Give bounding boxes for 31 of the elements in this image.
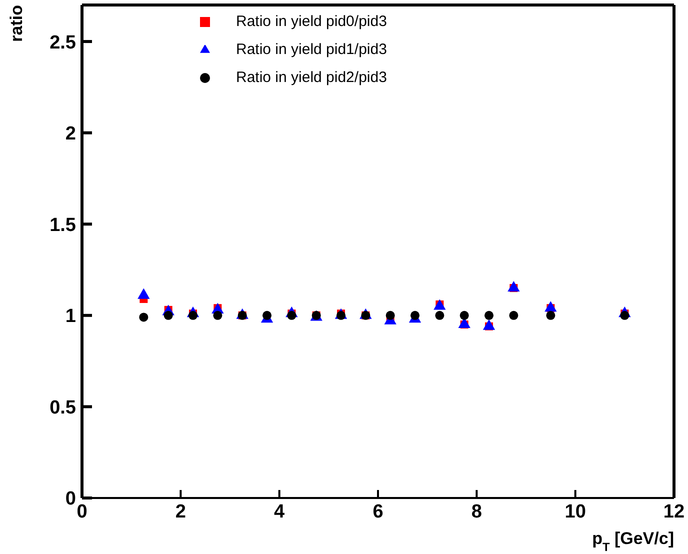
legend-label: Ratio in yield pid1/pid3 <box>236 41 387 58</box>
legend-label: Ratio in yield pid0/pid3 <box>236 13 387 30</box>
y-tick-label: 1.5 <box>50 214 76 236</box>
y-axis-title: ratio <box>7 5 26 42</box>
point <box>484 310 494 320</box>
y-tick-label: 2.5 <box>50 32 76 54</box>
x-axis-title: p$_{T}$ [GeV/c] <box>592 529 674 554</box>
legend-label: Ratio in yield pid2/pid3 <box>236 69 387 86</box>
x-tick-label: 6 <box>372 501 384 522</box>
y-tick-label: 1 <box>65 306 76 328</box>
point <box>164 310 173 320</box>
point <box>508 281 520 292</box>
point <box>435 310 444 320</box>
point <box>460 310 469 320</box>
y-tick-label: 0.5 <box>50 397 76 418</box>
point <box>386 310 395 320</box>
x-tick-label: 12 <box>663 501 685 522</box>
point <box>213 310 222 320</box>
x-tick-label: 10 <box>564 501 586 522</box>
point <box>139 312 148 322</box>
point <box>138 288 150 299</box>
point <box>544 301 557 312</box>
point <box>509 310 518 320</box>
point <box>546 310 556 320</box>
x-tick-label: 8 <box>471 501 482 522</box>
point <box>262 310 272 320</box>
point <box>482 319 496 330</box>
y-tick-label: 2 <box>65 124 76 145</box>
x-tick-label: 4 <box>274 501 286 522</box>
point <box>410 310 420 320</box>
x-tick-label: 2 <box>175 501 186 522</box>
